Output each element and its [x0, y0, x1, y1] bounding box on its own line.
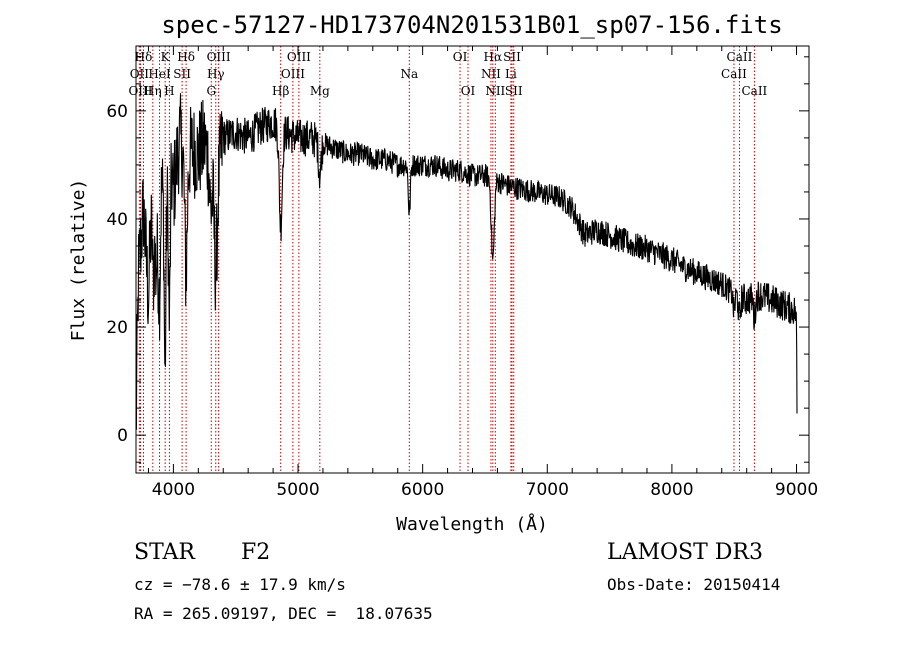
- spectral-line-label: H: [164, 84, 174, 98]
- plot-frame: [135, 45, 810, 474]
- spectral-line-label: Li: [505, 67, 517, 81]
- spectral-line-label: SII: [173, 67, 191, 81]
- spectral-line-label: Na: [400, 67, 418, 81]
- coordinates: RA = 265.09197, DEC = 18.07635: [134, 604, 433, 623]
- x-axis-label: Wavelength (Å): [396, 513, 548, 535]
- spectral-line-label: Hδ: [135, 50, 153, 64]
- observation-date: Obs-Date: 20150414: [607, 575, 781, 594]
- spectral-line-label: Hβ: [272, 84, 289, 98]
- spectral-line-label: NII: [481, 67, 501, 81]
- spectral-line-label: Hγ: [207, 67, 225, 81]
- spectral-line-label: Hδ: [177, 50, 195, 64]
- spectral-line-label: CaII: [741, 84, 767, 98]
- spectral-line-label: NII: [485, 84, 505, 98]
- spectral-line-label: OI: [453, 50, 468, 64]
- x-tick-label: 4000: [152, 480, 195, 500]
- spectrum-series-line: [135, 93, 798, 430]
- x-tick-label: 7000: [526, 480, 569, 500]
- spectral-line-label: OIII: [128, 84, 152, 98]
- spectral-line-label: HeI: [148, 67, 171, 81]
- y-axis-ticks: 0 20 40 60: [106, 56, 809, 463]
- y-tick-label: 20: [106, 318, 128, 338]
- x-tick-label: 8000: [650, 480, 693, 500]
- spectral-line-label: SII: [503, 50, 521, 64]
- spectral-line-label: OIII: [281, 67, 305, 81]
- spectral-line-label: CaII: [727, 50, 753, 64]
- y-tick-label: 40: [106, 210, 128, 230]
- spectral-line-labels: Hδ OII OIII K HeI Hη H Hδ SII OIII Hγ G Hβ OIII OIII Mg…: [128, 50, 767, 98]
- spectral-line-label: Mg: [310, 84, 330, 98]
- object-subclass: F2: [241, 540, 271, 565]
- spectral-line-label: SII: [505, 84, 523, 98]
- x-axis-ticks: 4000 5000 6000 7000 8000 9000: [147, 46, 818, 500]
- spectral-line-label: OII: [130, 67, 150, 81]
- spectral-line-label: OIII: [287, 50, 311, 64]
- spectral-line-label: CaII: [721, 67, 747, 81]
- x-tick-label: 6000: [401, 480, 444, 500]
- x-tick-label: 5000: [276, 480, 319, 500]
- spectral-line-label: Hα: [484, 50, 503, 64]
- y-tick-label: 60: [106, 102, 128, 122]
- chart-title: spec-57127-HD173704N201531B01_sp07-156.f…: [161, 11, 782, 39]
- object-class: STAR: [134, 540, 195, 565]
- y-axis-label: Flux (relative): [68, 179, 89, 342]
- x-tick-label: 9000: [775, 480, 818, 500]
- spectral-line-label: OI: [461, 84, 476, 98]
- spectral-line-label: OIII: [207, 50, 231, 64]
- spectral-line-label: K: [161, 50, 171, 64]
- spectral-line-label: G: [206, 84, 216, 98]
- spectral-line-label: Hη: [144, 84, 162, 98]
- redshift-cz: cz = −78.6 ± 17.9 km/s: [134, 575, 346, 594]
- y-tick-label: 0: [117, 426, 128, 446]
- survey-name: LAMOST DR3: [607, 540, 763, 565]
